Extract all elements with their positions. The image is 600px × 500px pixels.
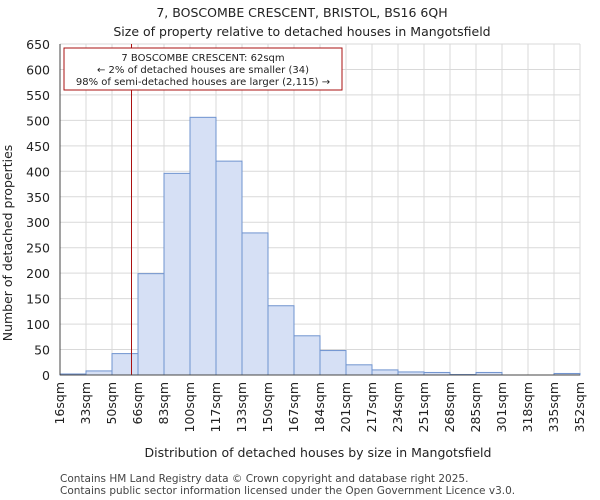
y-tick-label: 350	[26, 190, 50, 205]
x-tick-label: 117sqm	[208, 382, 223, 432]
bar-167sqm	[293, 335, 321, 376]
x-tick-label: 217sqm	[364, 382, 379, 432]
y-tick-label: 50	[34, 343, 50, 358]
x-tick-label: 16sqm	[52, 382, 67, 425]
y-tick-label: 250	[26, 241, 50, 256]
x-tick-labels: 16sqm 33sqm 50sqm 66sqm 83sqm 100sqm 117sqm 133…	[52, 382, 587, 432]
y-tick-label: 400	[26, 164, 50, 179]
chart-subtitle: Size of property relative to detached ho…	[113, 24, 490, 39]
bars	[59, 116, 581, 376]
x-tick-label: 50sqm	[104, 382, 119, 425]
x-tick-label: 352sqm	[572, 382, 587, 432]
y-tick-label: 550	[26, 88, 50, 103]
footer-line-2: Contains public sector information licen…	[60, 485, 515, 497]
y-tick-label: 200	[26, 266, 50, 281]
x-tick-label: 268sqm	[442, 382, 457, 432]
annotation-line-2: ← 2% of detached houses are smaller (34)	[97, 65, 309, 76]
bar-217sqm	[371, 369, 399, 376]
x-tick-label: 301sqm	[494, 382, 509, 432]
x-tick-label: 335sqm	[546, 382, 561, 432]
bar-117sqm	[215, 160, 243, 376]
y-tick-label: 650	[26, 37, 50, 52]
bar-66sqm	[137, 273, 165, 376]
bar-184sqm	[319, 350, 347, 376]
x-tick-label: 251sqm	[416, 382, 431, 432]
y-tick-labels: 0 50 100 150 200 250 300 350 400 450 500 550 600 650	[26, 37, 50, 383]
y-tick-label: 100	[26, 317, 50, 332]
annotation-box: 7 BOSCOMBE CRESCENT: 62sqm ← 2% of detac…	[63, 47, 343, 91]
annotation-border	[63, 47, 343, 91]
bar-133sqm	[241, 232, 269, 376]
y-tick-label: 600	[26, 62, 50, 77]
y-tick-label: 500	[26, 113, 50, 128]
x-tick-label: 133sqm	[234, 382, 249, 432]
x-tick-label: 66sqm	[130, 382, 145, 425]
bar-100sqm	[189, 116, 217, 376]
x-tick-label: 33sqm	[78, 382, 93, 425]
x-axis-label: Distribution of detached houses by size …	[145, 445, 492, 460]
x-tick-label: 100sqm	[182, 382, 197, 432]
y-tick-label: 450	[26, 139, 50, 154]
y-tick-label: 0	[42, 368, 50, 383]
bar-201sqm	[345, 364, 373, 376]
x-tick-label: 167sqm	[286, 382, 301, 432]
x-tick-label: 285sqm	[468, 382, 483, 432]
annotation-line-1: 7 BOSCOMBE CRESCENT: 62sqm	[121, 53, 284, 64]
footer-line-1: Contains HM Land Registry data © Crown c…	[60, 473, 468, 485]
x-tick-label: 184sqm	[312, 382, 327, 432]
x-tick-label: 150sqm	[260, 382, 275, 432]
y-tick-label: 150	[26, 292, 50, 307]
x-tick-label: 234sqm	[390, 382, 405, 432]
bar-150sqm	[267, 305, 295, 376]
y-axis-label: Number of detached properties	[0, 145, 15, 342]
x-tick-label: 201sqm	[338, 382, 353, 432]
bar-50sqm	[111, 353, 139, 376]
x-tick-label: 318sqm	[520, 382, 535, 432]
y-tick-label: 300	[26, 215, 50, 230]
chart-title: 7, BOSCOMBE CRESCENT, BRISTOL, BS16 6QH	[156, 5, 447, 20]
bar-83sqm	[163, 172, 191, 376]
bar-33sqm	[85, 370, 113, 376]
x-tick-label: 83sqm	[156, 382, 171, 425]
annotation-line-3: 98% of semi-detached houses are larger (…	[76, 77, 330, 88]
axes	[59, 44, 580, 376]
